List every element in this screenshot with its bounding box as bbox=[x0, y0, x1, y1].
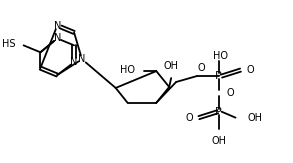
Text: O: O bbox=[198, 63, 205, 73]
Text: OH: OH bbox=[247, 113, 263, 123]
Text: OH: OH bbox=[164, 61, 179, 71]
Text: N: N bbox=[54, 21, 61, 30]
Text: O: O bbox=[246, 65, 254, 75]
Text: O: O bbox=[226, 88, 234, 98]
Text: OH: OH bbox=[211, 136, 226, 147]
Text: HO: HO bbox=[213, 51, 228, 61]
Text: N: N bbox=[78, 54, 86, 64]
Text: P: P bbox=[215, 107, 222, 117]
Text: P: P bbox=[215, 71, 222, 81]
Text: HO: HO bbox=[120, 65, 135, 75]
Text: N: N bbox=[54, 33, 61, 43]
Text: N: N bbox=[70, 57, 78, 67]
Text: O: O bbox=[185, 113, 193, 123]
Text: HS: HS bbox=[2, 39, 16, 49]
